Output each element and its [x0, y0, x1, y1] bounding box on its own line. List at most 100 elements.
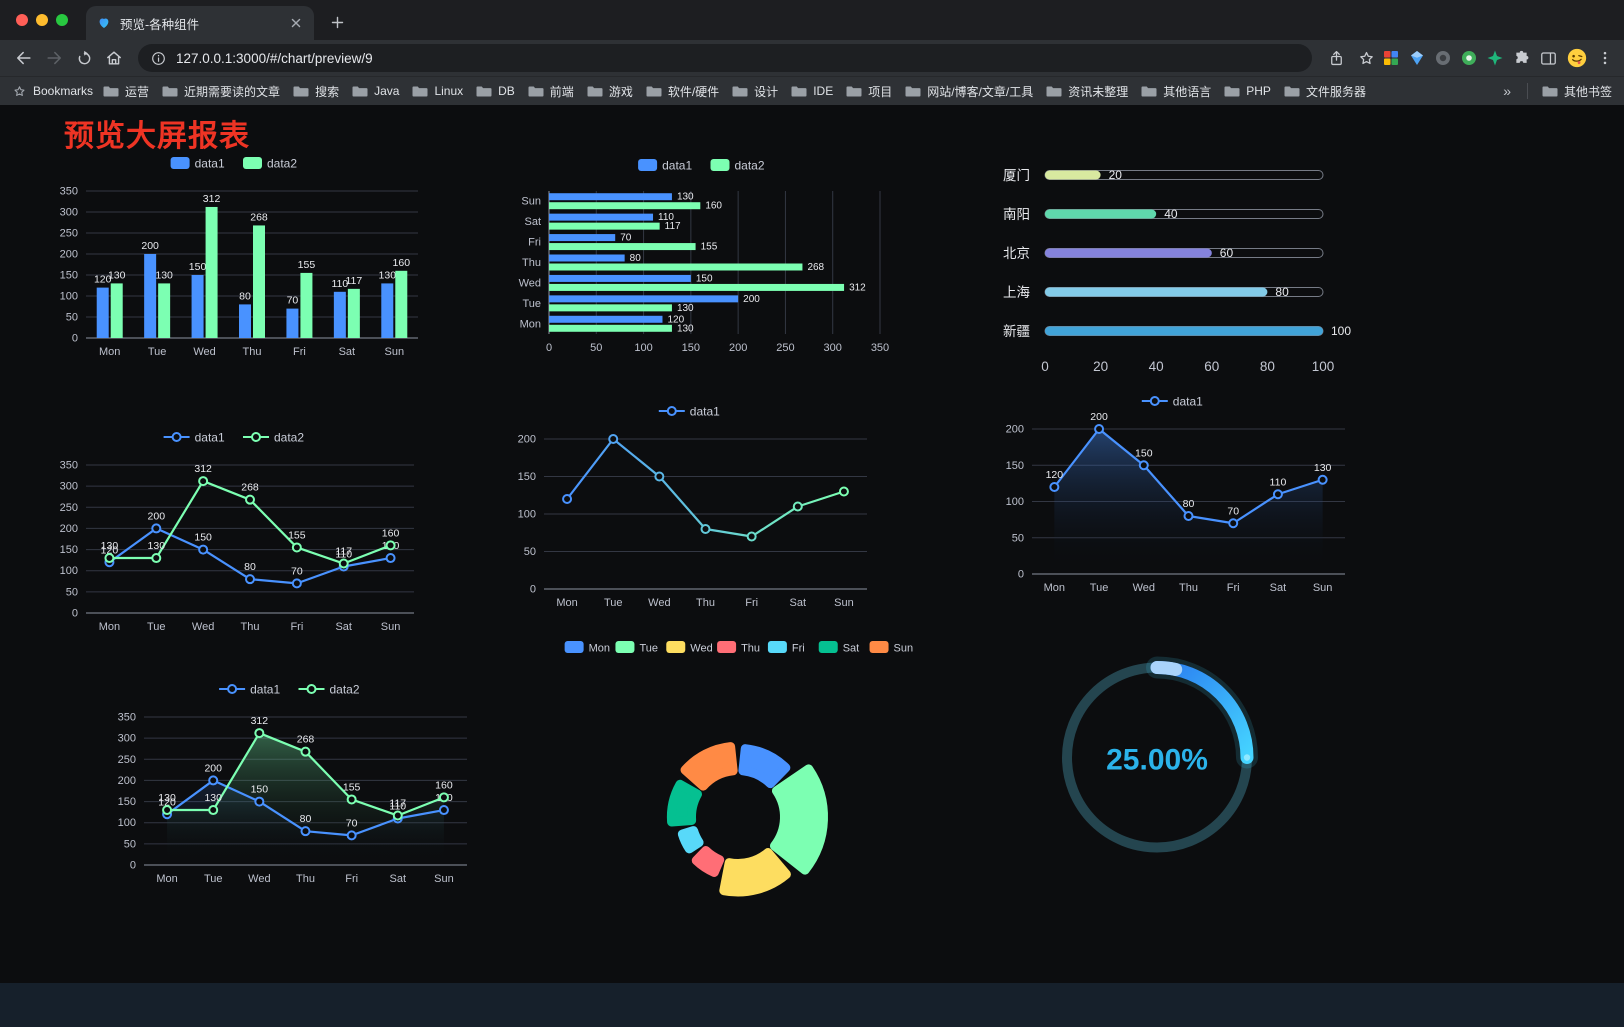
bookmark-folder[interactable]: 游戏	[587, 83, 633, 100]
bookmark-folder[interactable]: 运营	[103, 83, 149, 100]
plus-icon	[331, 16, 343, 28]
svg-text:117: 117	[335, 546, 352, 558]
chart-progress-list[interactable]: 厦门 20 南阳 40 北京 60 上海 80 新疆 100 0 20 40 60 80 100	[995, 157, 1360, 392]
chart-gradient-line[interactable]: data1 0 50 100 150 200 Mon Tue Wed Thu Fri Sat Sun	[498, 397, 883, 617]
tab-favicon	[99, 18, 109, 28]
svg-text:data1: data1	[662, 159, 692, 173]
svg-text:300: 300	[824, 342, 842, 354]
svg-text:50: 50	[524, 546, 536, 558]
svg-text:Tue: Tue	[522, 298, 541, 310]
minimize-window-button[interactable]	[36, 14, 48, 26]
bookmark-folder[interactable]: 其他语言	[1141, 83, 1211, 100]
share-button[interactable]	[1322, 44, 1350, 72]
bookmark-folder[interactable]: 近期需要读的文章	[162, 83, 280, 100]
bookmark-folder[interactable]: 软件/硬件	[646, 83, 719, 100]
svg-text:268: 268	[807, 262, 824, 273]
bookmarks-star-icon	[14, 85, 25, 96]
fullscreen-window-button[interactable]	[56, 14, 68, 26]
chart-gauge[interactable]: 25.00%	[1042, 643, 1272, 868]
new-tab-button[interactable]	[322, 7, 352, 37]
folder-icon	[1046, 86, 1062, 97]
folder-icon	[587, 86, 603, 97]
chart-dual-line[interactable]: data1 data2 0 50 100 150 200 250 300 350 Mon Tue Wed…	[40, 423, 430, 641]
chart-grouped-bar-horizontal[interactable]: data1 data2 0 50 100 150 200 250 300 350 Sun 130 160…	[505, 151, 900, 366]
address-bar[interactable]: 127.0.0.1:3000/#/chart/preview/9	[138, 44, 1312, 72]
bookmark-folder[interactable]: Linux	[412, 84, 463, 98]
back-button[interactable]	[10, 44, 38, 72]
svg-text:Mon: Mon	[589, 643, 610, 655]
svg-text:Mon: Mon	[1044, 582, 1065, 594]
chart-canvas-donut: Mon Tue Wed Thu Fri Sat Sun	[564, 641, 913, 897]
menu-dots-icon[interactable]	[1596, 49, 1614, 67]
svg-text:312: 312	[251, 715, 269, 727]
svg-text:312: 312	[203, 193, 221, 205]
chart-grouped-bar[interactable]: data1 data2 0 50 100 150 200 250 300 350 Mon Tue Wed…	[40, 149, 430, 364]
extensions-puzzle-icon[interactable]	[1512, 49, 1531, 68]
svg-text:Thu: Thu	[243, 346, 262, 358]
extension-grid-icon[interactable]	[1382, 49, 1400, 67]
folder-icon	[791, 86, 807, 97]
bookmark-folder[interactable]: 前端	[528, 83, 574, 100]
page-title: 预览大屏报表	[64, 120, 250, 153]
chart-donut[interactable]: Mon Tue Wed Thu Fri Sat Sun	[548, 633, 928, 973]
bookmark-folder[interactable]: Java	[352, 84, 399, 98]
bookmark-folder[interactable]: 搜索	[293, 83, 339, 100]
bookmark-folder[interactable]: IDE	[791, 84, 833, 98]
svg-text:Wed: Wed	[1133, 582, 1155, 594]
svg-text:312: 312	[194, 463, 212, 475]
bookmark-folder[interactable]: DB	[476, 84, 515, 98]
browser-tab[interactable]: 预览-各种组件	[86, 6, 314, 40]
bookmark-folder[interactable]: 资讯未整理	[1046, 83, 1128, 100]
svg-text:130: 130	[108, 269, 126, 281]
other-bookmarks-folder[interactable]: 其他书签	[1542, 83, 1612, 100]
svg-text:Fri: Fri	[290, 621, 303, 633]
svg-text:80: 80	[1260, 359, 1275, 374]
bookmark-folder[interactable]: 设计	[732, 83, 778, 100]
folder-icon	[528, 86, 544, 97]
browser-toolbar: 127.0.0.1:3000/#/chart/preview/9	[0, 40, 1624, 76]
bookmark-page-button[interactable]	[1352, 44, 1380, 72]
svg-text:Mon: Mon	[556, 597, 577, 609]
svg-text:Fri: Fri	[345, 873, 358, 885]
profile-avatar[interactable]	[1566, 47, 1588, 69]
chart-canvas-progress-list: 厦门 20 南阳 40 北京 60 上海 80 新疆 100 0 20 40 60 80 100	[1003, 168, 1351, 374]
forward-button[interactable]	[40, 44, 68, 72]
extension-circle-icon[interactable]	[1434, 49, 1452, 67]
site-info-icon[interactable]	[150, 50, 167, 67]
svg-text:110: 110	[658, 212, 674, 223]
bookmark-folder[interactable]: PHP	[1224, 84, 1271, 98]
reload-button[interactable]	[70, 44, 98, 72]
svg-text:Sun: Sun	[834, 597, 854, 609]
chart-area-line[interactable]: data1 0 50 100 150 200 Mon Tue Wed Thu Fri Sat Sun 12…	[986, 387, 1361, 602]
bookmark-folder[interactable]: 网站/博客/文章/工具	[905, 83, 1033, 100]
extension-star-icon[interactable]	[1486, 49, 1504, 67]
home-icon	[107, 51, 121, 65]
chart-canvas-grouped-bar-horizontal: data1 data2 0 50 100 150 200 250 300 350 Sun 130 160…	[519, 159, 890, 355]
extension-green-circle-icon[interactable]	[1460, 49, 1478, 67]
bookmark-folder[interactable]: 项目	[846, 83, 892, 100]
home-button[interactable]	[100, 44, 128, 72]
svg-text:150: 150	[60, 270, 78, 282]
side-panel-icon[interactable]	[1539, 49, 1558, 68]
svg-text:120: 120	[667, 314, 684, 325]
bookmark-folder[interactable]: 文件服务器	[1284, 83, 1366, 100]
chart-dual-line-area[interactable]: data1 data2 0 50 100 150 200 250 300 350 Mon Tue Wed…	[98, 675, 483, 893]
svg-text:160: 160	[435, 779, 453, 791]
bookmark-folder-label: Java	[374, 84, 400, 98]
svg-text:312: 312	[849, 282, 866, 293]
svg-text:200: 200	[743, 294, 760, 305]
bookmarks-root[interactable]: Bookmarks	[12, 84, 93, 99]
bookmarks-overflow-button[interactable]: »	[1503, 83, 1511, 99]
tab-close-icon[interactable]	[288, 15, 304, 31]
close-window-button[interactable]	[16, 14, 28, 26]
extension-gem-icon[interactable]	[1408, 49, 1426, 67]
star-icon	[1359, 51, 1373, 64]
svg-text:117: 117	[345, 275, 362, 287]
bookmarks-label: Bookmarks	[33, 84, 94, 98]
extension-icons	[1382, 47, 1614, 69]
svg-text:Tue: Tue	[204, 873, 223, 885]
chart-canvas-area-line: data1 0 50 100 150 200 Mon Tue Wed Thu Fri Sat Sun 12…	[1006, 395, 1345, 594]
svg-text:130: 130	[1314, 462, 1332, 474]
chart-canvas-gradient-line: data1 0 50 100 150 200 Mon Tue Wed Thu Fri Sat Sun	[518, 405, 867, 609]
svg-text:50: 50	[66, 312, 78, 324]
